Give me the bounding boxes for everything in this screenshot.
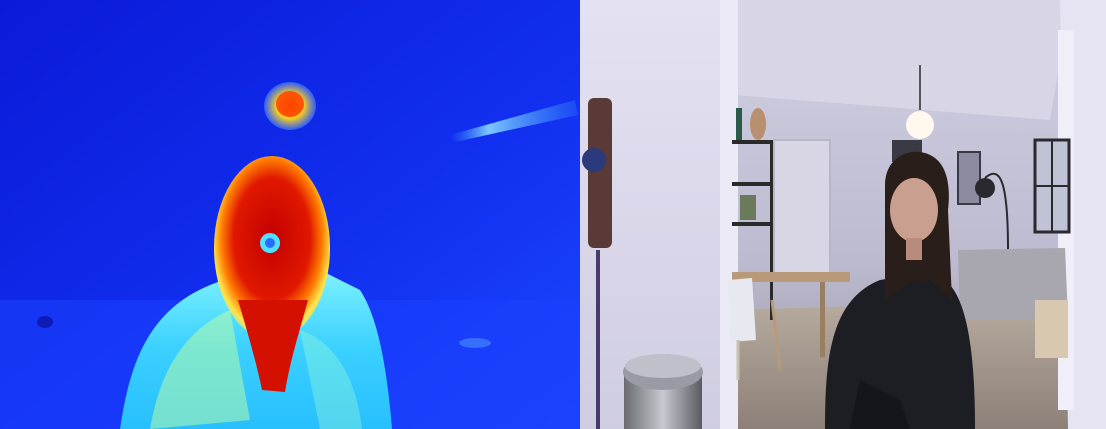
pendant-lamp (906, 111, 934, 139)
trash-bin (623, 354, 703, 429)
thermal-image (0, 0, 580, 429)
rgb-image (580, 0, 1106, 429)
face (890, 178, 938, 242)
thermal-camera-view (0, 0, 580, 429)
dining-table (732, 272, 850, 282)
person (825, 151, 975, 429)
chair (728, 278, 756, 342)
rgb-camera-view (580, 0, 1106, 429)
vacuum-cleaner (582, 98, 612, 429)
wall-picture (957, 151, 981, 205)
shelf (732, 108, 774, 320)
heat-streak (450, 100, 578, 142)
